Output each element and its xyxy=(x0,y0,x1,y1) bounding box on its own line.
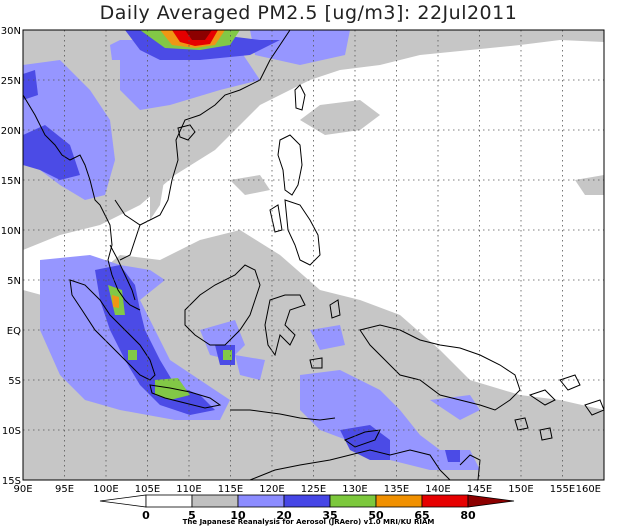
colorbar-label-5: 5 xyxy=(188,509,196,522)
colorbar-segment-20-35 xyxy=(283,494,331,508)
lon-label-150e: 150E xyxy=(508,484,533,495)
colorbar-label-50: 50 xyxy=(368,509,384,522)
lat-label-10s: 10S xyxy=(2,426,21,437)
level-over80-fill xyxy=(185,30,212,40)
colorbar-segment-50-65 xyxy=(375,494,423,508)
gridlines xyxy=(23,30,604,480)
lon-label-160e: 160E xyxy=(576,484,601,495)
lon-label-155e: 155E xyxy=(550,484,575,495)
lat-label-eq: EQ xyxy=(7,326,21,337)
colorbar-label-20: 20 xyxy=(276,509,292,522)
colorbar-label-80: 80 xyxy=(460,509,476,522)
lon-label-145e: 145E xyxy=(467,484,492,495)
colorbar-segment-65-80 xyxy=(421,494,469,508)
lon-label-120e: 120E xyxy=(259,484,284,495)
colorbar-segment-10-20 xyxy=(237,494,285,508)
lon-label-90e: 90E xyxy=(13,484,32,495)
coastlines xyxy=(23,30,604,480)
lon-label-135e: 135E xyxy=(384,484,409,495)
lon-label-140e: 140E xyxy=(425,484,450,495)
pm25-fill-layers xyxy=(23,30,604,480)
lon-label-110e: 110E xyxy=(176,484,201,495)
map-title: Daily Averaged PM2.5 [ug/m3]: 22Jul2011 xyxy=(99,2,518,24)
colorbar-segment-0-5 xyxy=(145,494,193,508)
plot-frame xyxy=(22,29,605,481)
lon-label-115e: 115E xyxy=(218,484,243,495)
latitude-labels: 30N 25N 20N 15N 10N 5N EQ 5S 10S 15S xyxy=(1,26,21,487)
lat-label-15s: 15S xyxy=(2,476,21,487)
lat-label-25n: 25N xyxy=(1,76,21,87)
colorbar: 0 5 10 20 35 50 65 80 xyxy=(99,494,515,522)
lon-label-95e: 95E xyxy=(55,484,74,495)
colorbar-label-10: 10 xyxy=(230,509,246,522)
lon-label-130e: 130E xyxy=(342,484,367,495)
colorbar-segment-5-10 xyxy=(191,494,239,508)
lat-label-30n: 30N xyxy=(1,26,21,37)
colorbar-arrow-left xyxy=(99,494,147,508)
colorbar-label-0: 0 xyxy=(142,509,150,522)
colorbar-label-35: 35 xyxy=(322,509,337,522)
longitude-labels: 90E 95E 100E 105E 110E 115E 120E 125E 13… xyxy=(13,484,601,495)
lon-label-100e: 100E xyxy=(93,484,118,495)
lat-label-5s: 5S xyxy=(8,376,21,387)
lat-label-20n: 20N xyxy=(1,126,21,137)
colorbar-arrow-right xyxy=(467,494,515,508)
lat-label-10n: 10N xyxy=(1,226,21,237)
lon-label-125e: 125E xyxy=(301,484,326,495)
colorbar-segment-35-50 xyxy=(329,494,377,508)
lat-label-5n: 5N xyxy=(7,276,21,287)
lon-label-105e: 105E xyxy=(135,484,160,495)
lat-label-15n: 15N xyxy=(1,176,21,187)
credit-line: The Japanese Reanalysis for Aerosol (JRA… xyxy=(182,518,435,526)
colorbar-label-65: 65 xyxy=(414,509,429,522)
